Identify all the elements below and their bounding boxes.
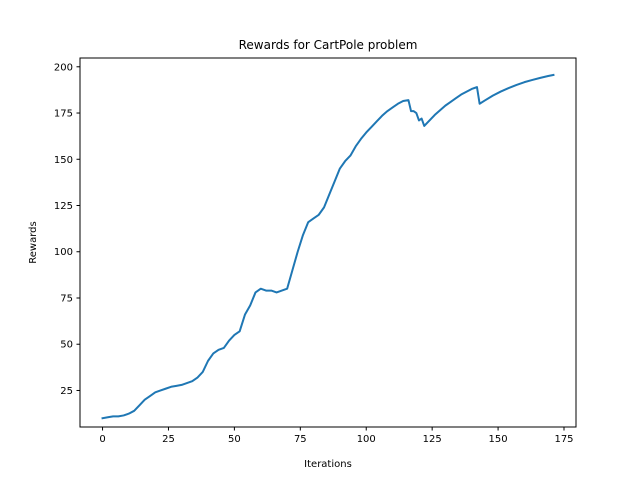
x-tick-label: 0 <box>99 434 105 445</box>
x-tick-label: 100 <box>357 434 376 445</box>
series-line-0 <box>101 73 555 420</box>
x-tick-label: 50 <box>228 434 241 445</box>
x-axis-label: Iterations <box>304 459 352 470</box>
x-tick-label: 25 <box>162 434 175 445</box>
y-tick-label: 100 <box>54 247 73 258</box>
y-tick-label: 175 <box>54 109 73 120</box>
axes-frame <box>79 57 577 428</box>
y-axis-label: Rewards <box>28 221 39 263</box>
y-tick-label: 150 <box>54 155 73 166</box>
x-axis-ticks: 0 25 50 75 100 125 150 175 <box>99 427 574 445</box>
y-axis-ticks: 25 50 75 100 125 150 175 200 <box>54 62 80 397</box>
chart-title: Rewards for CartPole problem <box>239 38 418 52</box>
x-tick-label: 75 <box>294 434 307 445</box>
x-tick-label: 175 <box>554 434 573 445</box>
y-tick-label: 125 <box>54 201 73 212</box>
x-tick-label: 125 <box>423 434 442 445</box>
plot-area <box>101 73 555 420</box>
y-tick-label: 25 <box>60 386 73 397</box>
y-tick-label: 200 <box>54 62 73 73</box>
y-tick-label: 75 <box>60 293 73 304</box>
y-tick-label: 50 <box>60 340 73 351</box>
x-tick-label: 150 <box>489 434 508 445</box>
